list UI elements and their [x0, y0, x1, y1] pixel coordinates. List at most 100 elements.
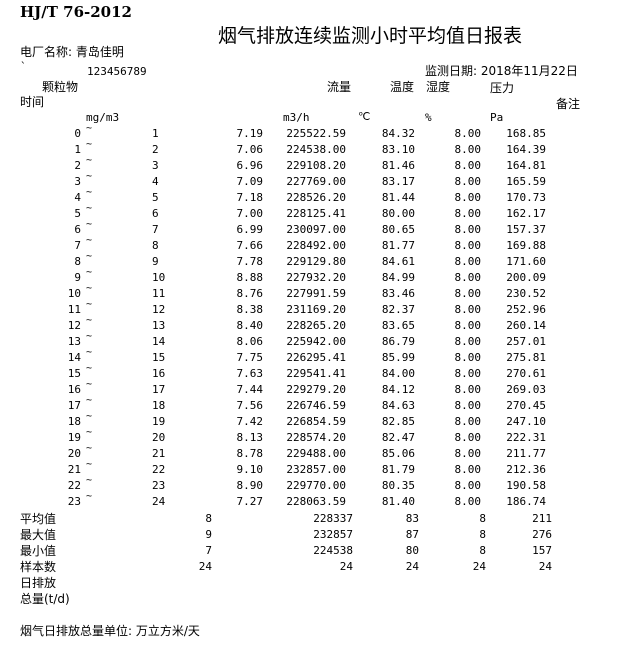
- particulate-value: 7.75: [236, 351, 264, 364]
- pressure-value: 190.58: [506, 479, 546, 492]
- temperature-value: 84.32: [381, 127, 415, 140]
- humidity-value: 8.00: [454, 303, 482, 316]
- humidity-value: 8.00: [454, 255, 482, 268]
- summary-temperature: 87: [405, 528, 419, 541]
- particulate-value: 8.78: [236, 447, 264, 460]
- temperature-value: 83.10: [381, 143, 415, 156]
- summary-humidity: 24: [472, 560, 486, 573]
- pressure-value: 157.37: [506, 223, 546, 236]
- humidity-value: 8.00: [454, 431, 482, 444]
- tilde: ~: [86, 459, 93, 470]
- hour-to: 6: [152, 207, 159, 220]
- hour-to: 11: [152, 287, 166, 300]
- summary-label: 样本数: [20, 560, 57, 574]
- flow-value: 228265.20: [286, 319, 346, 332]
- hour-to: 2: [152, 143, 159, 156]
- particulate-value: 7.42: [236, 415, 264, 428]
- hour-to: 9: [152, 255, 159, 268]
- humidity-value: 8.00: [454, 447, 482, 460]
- summary-flow: 24: [339, 560, 353, 573]
- report-title: 烟气排放连续监测小时平均值日报表: [218, 25, 523, 47]
- hour-to: 20: [152, 431, 166, 444]
- tilde: ~: [86, 331, 93, 342]
- pressure-value: 270.45: [506, 399, 546, 412]
- flow-value: 229108.20: [286, 159, 346, 172]
- tilde: ~: [86, 123, 93, 134]
- humidity-value: 8.00: [454, 287, 482, 300]
- humidity-value: 8.00: [454, 159, 482, 172]
- flow-value: 227769.00: [286, 175, 346, 188]
- summary-label: 最大值: [20, 528, 57, 542]
- hour-to: 21: [152, 447, 166, 460]
- summary-temperature: 83: [405, 512, 419, 525]
- hour-from: 1: [74, 143, 81, 156]
- flow-value: 224538.00: [286, 143, 346, 156]
- flow-value: 226854.59: [286, 415, 346, 428]
- hour-from: 22: [67, 479, 81, 492]
- hour-to: 16: [152, 367, 166, 380]
- pressure-value: 247.10: [506, 415, 546, 428]
- flow-value: 229129.80: [286, 255, 346, 268]
- summary-temperature: 24: [405, 560, 419, 573]
- pressure-value: 212.36: [506, 463, 546, 476]
- col-remarks: 备注: [556, 97, 581, 111]
- hour-to: 17: [152, 383, 166, 396]
- hour-from: 20: [67, 447, 81, 460]
- mark: `: [20, 60, 27, 73]
- pressure-value: 257.01: [506, 335, 546, 348]
- pressure-value: 269.03: [506, 383, 546, 396]
- tilde: ~: [86, 411, 93, 422]
- hour-to: 15: [152, 351, 166, 364]
- tilde: ~: [86, 171, 93, 182]
- summary-label: 总量(t/d): [20, 592, 70, 606]
- unit-particulate: mg/m3: [86, 111, 120, 124]
- hour-from: 23: [67, 495, 81, 508]
- hour-from: 9: [74, 271, 81, 284]
- particulate-value: 6.96: [236, 159, 264, 172]
- temperature-value: 81.46: [381, 159, 415, 172]
- summary-pressure: 24: [538, 560, 552, 573]
- col-temperature: 温度: [390, 80, 415, 94]
- flow-value: 229279.20: [286, 383, 346, 396]
- particulate-value: 8.76: [236, 287, 264, 300]
- particulate-value: 8.40: [236, 319, 264, 332]
- humidity-value: 8.00: [454, 383, 482, 396]
- tilde: ~: [86, 299, 93, 310]
- temperature-value: 83.46: [381, 287, 415, 300]
- pressure-value: 222.31: [506, 431, 546, 444]
- footer-note: 烟气日排放总量单位: 万立方米/天: [20, 624, 200, 638]
- particulate-value: 8.06: [236, 335, 264, 348]
- monitoring-date: 监测日期: 2018年11月22日: [425, 64, 578, 78]
- humidity-value: 8.00: [454, 479, 482, 492]
- pressure-value: 171.60: [506, 255, 546, 268]
- pressure-value: 164.39: [506, 143, 546, 156]
- hour-from: 6: [74, 223, 81, 236]
- flow-value: 225942.00: [286, 335, 346, 348]
- tilde: ~: [86, 443, 93, 454]
- particulate-value: 7.09: [236, 175, 264, 188]
- humidity-value: 8.00: [454, 495, 482, 508]
- particulate-value: 7.56: [236, 399, 264, 412]
- humidity-value: 8.00: [454, 415, 482, 428]
- humidity-value: 8.00: [454, 127, 482, 140]
- hour-from: 3: [74, 175, 81, 188]
- flow-value: 228063.59: [286, 495, 346, 508]
- hour-from: 15: [67, 367, 81, 380]
- hour-to: 24: [152, 495, 166, 508]
- temperature-value: 81.79: [381, 463, 415, 476]
- temperature-value: 82.47: [381, 431, 415, 444]
- tilde: ~: [86, 395, 93, 406]
- hour-to: 1: [152, 127, 159, 140]
- pressure-value: 230.52: [506, 287, 546, 300]
- humidity-value: 8.00: [454, 367, 482, 380]
- unit-temperature: ℃: [358, 110, 371, 123]
- flow-value: 228125.41: [286, 207, 346, 220]
- tilde: ~: [86, 427, 93, 438]
- flow-value: 226746.59: [286, 399, 346, 412]
- hour-from: 2: [74, 159, 81, 172]
- pressure-value: 211.77: [506, 447, 546, 460]
- flow-value: 227991.59: [286, 287, 346, 300]
- hour-to: 22: [152, 463, 166, 476]
- flow-value: 225522.59: [286, 127, 346, 140]
- summary-particulate: 9: [205, 528, 212, 541]
